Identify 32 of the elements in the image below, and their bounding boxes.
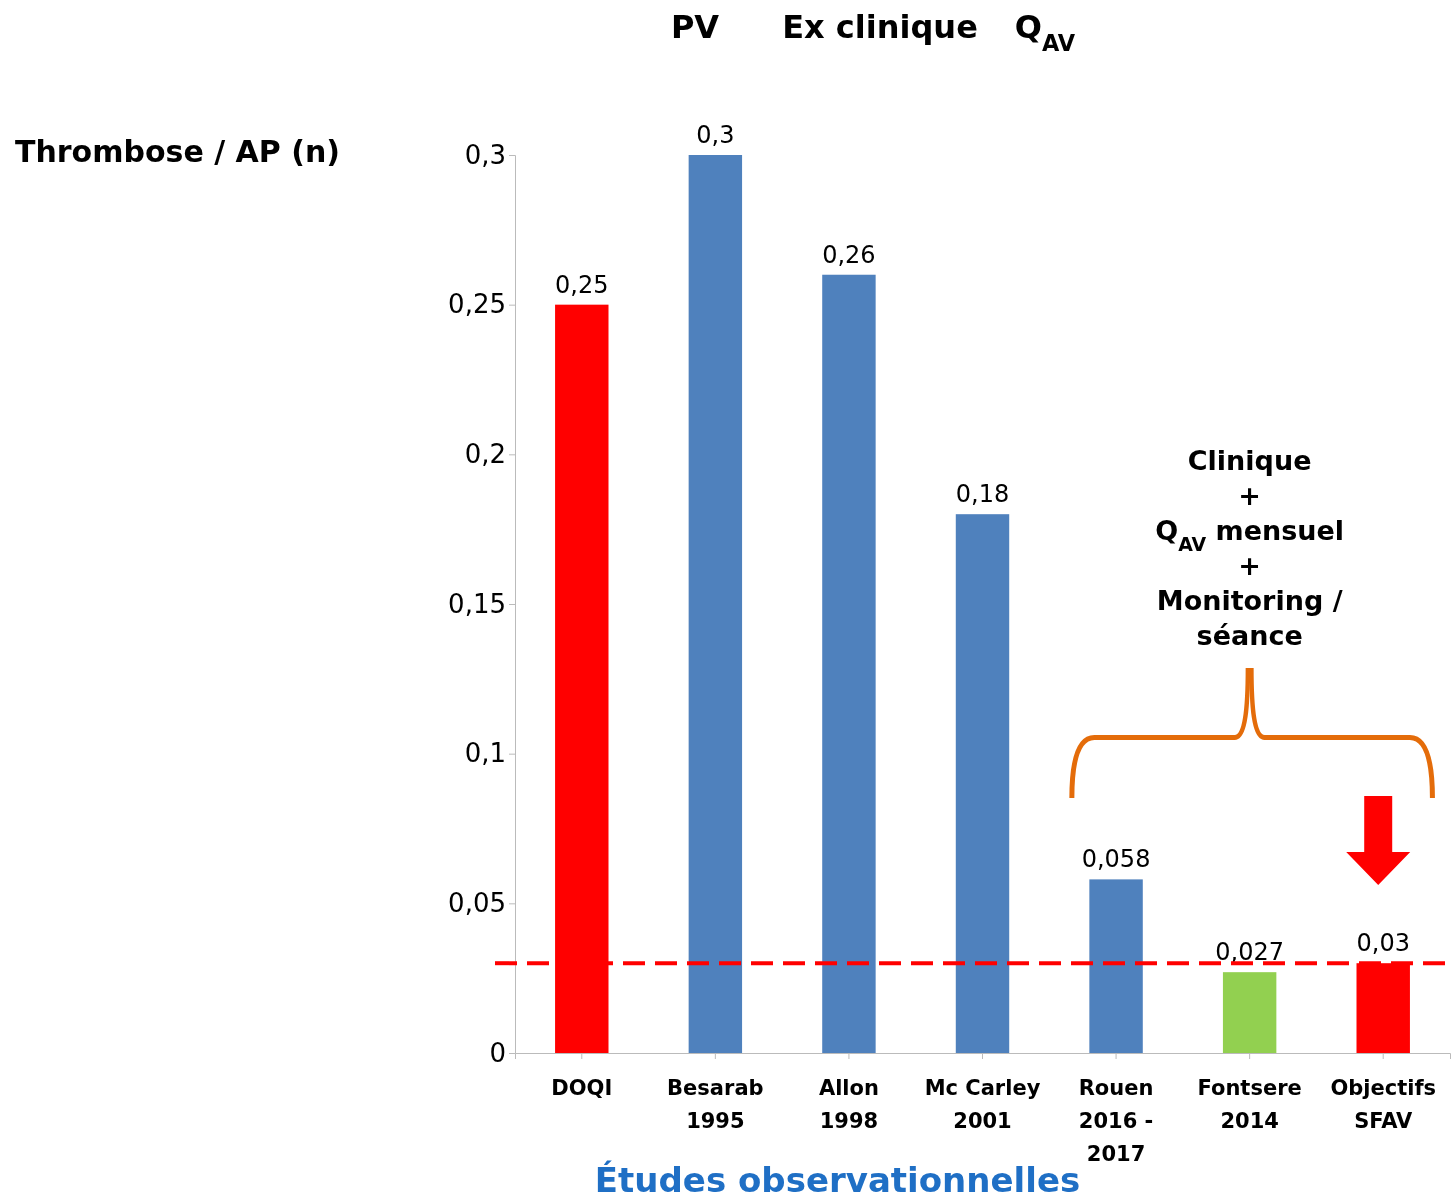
x-tick-label: Besarab 1995 — [667, 1076, 764, 1133]
data-label: 0,03 — [1356, 929, 1410, 958]
data-label: 0,25 — [555, 270, 609, 299]
y-tick-label: 0,1 — [464, 738, 506, 769]
x-axis-title: Études observationnelles — [594, 1160, 1081, 1197]
x-tick-label: Objectifs SFAV — [1330, 1076, 1437, 1133]
text: Ex clinique — [782, 8, 978, 46]
data-label: 0,058 — [1081, 845, 1151, 874]
bar — [955, 514, 1010, 1053]
text: Q$_{AV}$ — [1014, 8, 1076, 56]
bar — [1089, 879, 1143, 1053]
y-axis-title: Thrombose / AP (n) — [15, 134, 341, 169]
y-tick-label: 0,15 — [448, 588, 506, 619]
y-tick-label: 0,05 — [448, 888, 506, 919]
data-label: 0,18 — [955, 480, 1010, 509]
data-label: 0,26 — [822, 240, 876, 269]
y-tick-label: 0,25 — [448, 289, 506, 320]
y-tick-label: 0 — [489, 1037, 506, 1068]
data-label: 0,027 — [1215, 938, 1284, 967]
x-tick-label: Mc Carley 2001 — [924, 1076, 1041, 1133]
x-tick-label: Fontsere 2014 — [1197, 1076, 1302, 1133]
bar — [1222, 972, 1277, 1053]
bar — [688, 155, 743, 1053]
text: Clinique + Q$_{AV}$ mensuel + Monitoring / séance — [1155, 445, 1345, 651]
text: PV — [670, 8, 720, 46]
x-tick-label: Allon 1998 — [818, 1076, 879, 1133]
bar — [822, 274, 876, 1053]
data-label: 0,3 — [696, 121, 735, 149]
y-tick-label: 0,2 — [464, 439, 506, 470]
x-tick-label: DOQI — [551, 1076, 613, 1100]
y-tick-label: 0,3 — [464, 139, 506, 170]
x-tick-label: Rouen 2016 - 2017 — [1078, 1076, 1154, 1166]
